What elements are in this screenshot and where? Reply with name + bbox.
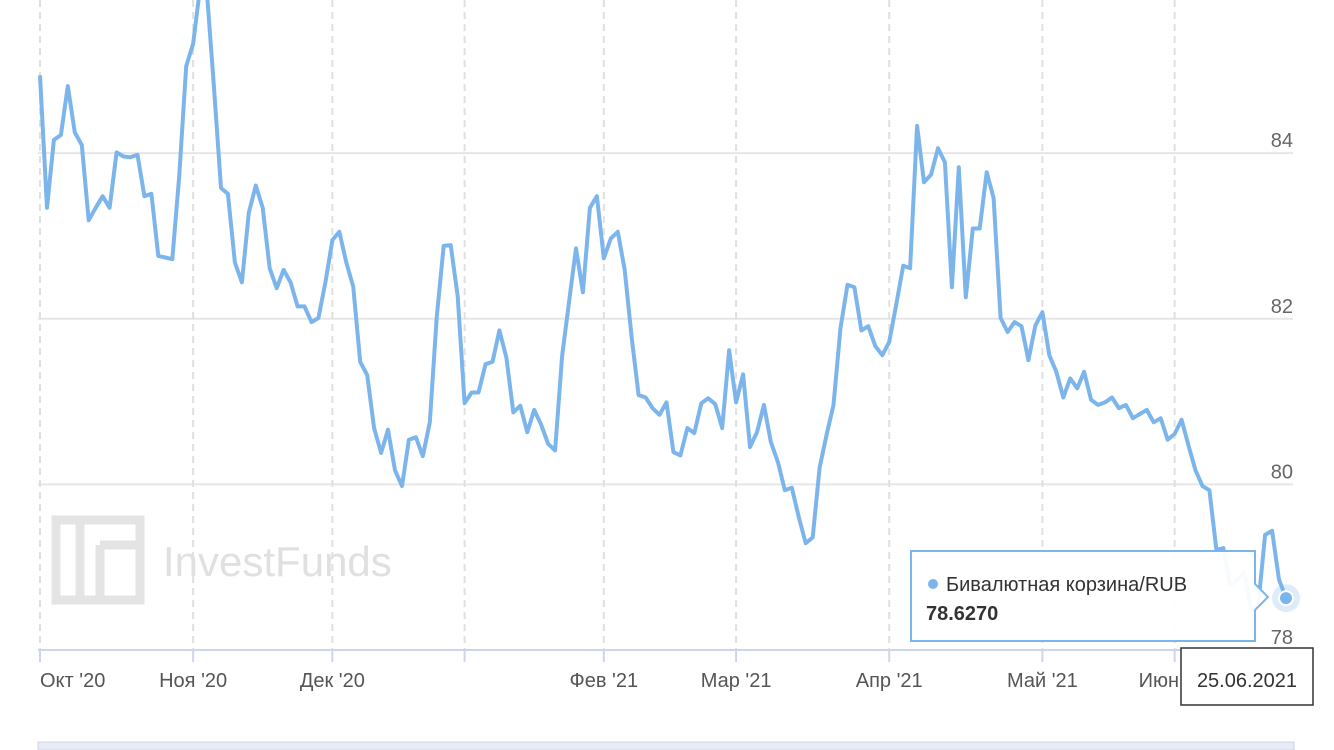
tooltip-box xyxy=(910,550,1270,642)
x-tick-label: Апр '21 xyxy=(856,670,923,692)
y-tick-label: 78 xyxy=(1271,627,1293,649)
x-tick-label: Мар '21 xyxy=(701,670,772,692)
watermark-text: InvestFunds xyxy=(163,538,392,585)
x-tick-label: Дек '20 xyxy=(300,670,365,692)
tooltip-value: 78.6270 xyxy=(926,603,998,625)
y-tick-label: 84 xyxy=(1271,130,1293,152)
y-tick-label: 80 xyxy=(1271,461,1293,483)
tooltip-series-name: Бивалютная корзина/RUB xyxy=(946,574,1187,596)
hover-point xyxy=(1278,590,1294,607)
series-line xyxy=(38,0,1288,613)
navigator xyxy=(37,741,1295,750)
tooltip-date: 25.06.2021 xyxy=(1197,670,1297,692)
y-tick-label: 82 xyxy=(1271,296,1293,318)
x-tick-label: Май '21 xyxy=(1007,670,1078,692)
x-tick-label: Фев '21 xyxy=(570,670,639,692)
date-box xyxy=(1180,647,1314,706)
x-tick-label: Окт '20 xyxy=(40,670,105,692)
tooltip-dot xyxy=(928,579,938,589)
x-tick-label: Ноя '20 xyxy=(159,670,227,692)
watermark xyxy=(51,515,145,605)
